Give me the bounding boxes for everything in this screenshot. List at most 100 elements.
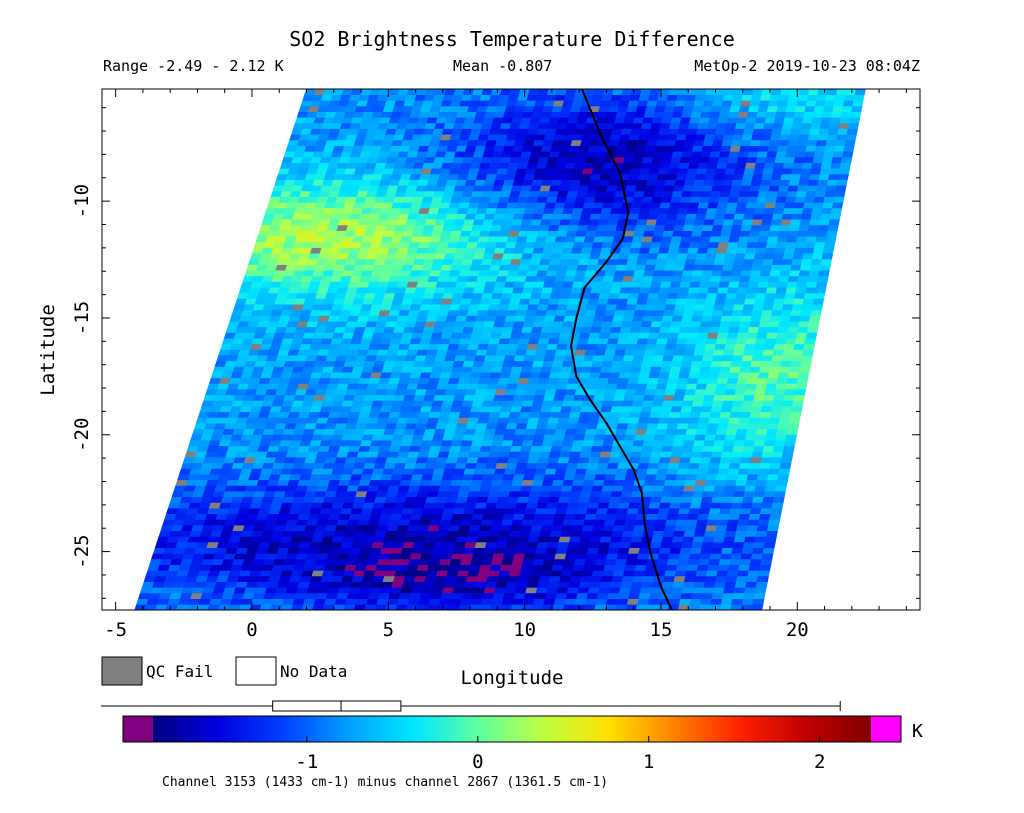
heatmap-cell [626,179,639,186]
heatmap-cell [663,394,676,401]
heatmap-cell [629,411,642,418]
heatmap-cell [429,337,442,345]
heatmap-cell [398,519,412,526]
heatmap-cell [577,185,590,192]
heatmap-cell [838,168,851,175]
heatmap-cell [350,439,363,447]
heatmap-cell [377,519,391,526]
heatmap-cell [377,485,390,492]
heatmap-cell [289,575,303,583]
heatmap-cell [794,337,807,345]
heatmap-cell [742,541,756,549]
heatmap-cell [627,139,639,146]
heatmap-cell [523,553,536,560]
heatmap-cell [570,286,583,294]
heatmap-cell [466,207,479,214]
heatmap-cell [640,281,653,288]
heatmap-cell [719,456,732,464]
heatmap-cell [549,371,562,379]
heatmap-cell [418,558,432,566]
heatmap-cell [515,349,528,356]
heatmap-cell [844,139,856,146]
heatmap-cell [471,400,485,407]
heatmap-cell [535,349,548,356]
heatmap-cell [474,502,488,509]
heatmap-cell [767,473,780,481]
heatmap-cell [270,603,284,610]
heatmap-cell [710,360,723,367]
heatmap-cell [436,349,449,356]
heatmap-cell [412,360,426,367]
heatmap-cell [296,586,309,594]
heatmap-cell [436,383,449,390]
heatmap-cell [556,303,569,311]
heatmap-cell [541,479,555,486]
heatmap-cell [398,411,411,418]
heatmap-cell [593,315,605,322]
heatmap-cell [275,586,289,594]
heatmap-cell [767,235,779,243]
heatmap-cell [455,315,468,322]
heatmap-cell [803,156,815,163]
heatmap-cell [769,224,782,231]
heatmap-cell [531,286,544,294]
heatmap-cell [350,473,363,481]
heatmap-cell [500,603,513,610]
heatmap-cell [720,185,733,192]
heatmap-cell [488,230,501,237]
heatmap-cell [447,309,460,316]
heatmap-cell [532,139,545,146]
heatmap-cell [329,507,343,515]
heatmap-cell [431,400,445,407]
heatmap-cell [520,366,533,373]
heatmap-cell [381,541,395,549]
heatmap-cell [647,462,660,469]
heatmap-cell [441,366,454,373]
heatmap-cell [767,371,780,379]
heatmap-cell [664,388,677,396]
heatmap-cell [382,468,395,475]
heatmap-cell [720,598,734,605]
heatmap-cell [627,252,640,260]
heatmap-cell [263,558,277,566]
heatmap-cell [810,258,823,265]
heatmap-cell [784,388,797,396]
heatmap-cell [717,422,730,430]
heatmap-cell [589,536,602,543]
heatmap-cell [735,292,748,299]
heatmap-cell [699,456,712,464]
heatmap-cell [324,490,338,498]
heatmap-cell [439,445,452,452]
heatmap-cell [689,235,702,243]
heatmap-cell [560,445,573,452]
heatmap-cell [587,337,600,345]
heatmap-cell [427,309,440,316]
heatmap-cell [647,507,660,515]
heatmap-cell [661,445,674,452]
heatmap-cell [557,541,570,549]
heatmap-cell [364,388,378,396]
heatmap-cell [480,598,494,605]
heatmap-cell [753,541,766,549]
heatmap-cell [408,485,421,492]
heatmap-cell [588,179,601,186]
heatmap-cell [560,485,574,492]
heatmap-cell [435,315,448,322]
heatmap-cell [527,536,541,543]
heatmap-cell [694,479,707,486]
heatmap-cell [686,337,698,345]
heatmap-cell [492,513,505,520]
heatmap-cell [722,541,735,549]
heatmap-cell [632,275,644,282]
heatmap-cell [329,473,343,481]
heatmap-cell [521,326,534,333]
heatmap-cell [650,281,663,288]
heatmap-cell [757,326,770,333]
heatmap-cell [525,235,538,243]
heatmap-cell [824,145,836,152]
heatmap-cell [480,224,493,231]
heatmap-cell [759,411,772,418]
heatmap-cell [747,422,760,430]
heatmap-cell [724,581,737,588]
heatmap-cell [304,558,318,566]
